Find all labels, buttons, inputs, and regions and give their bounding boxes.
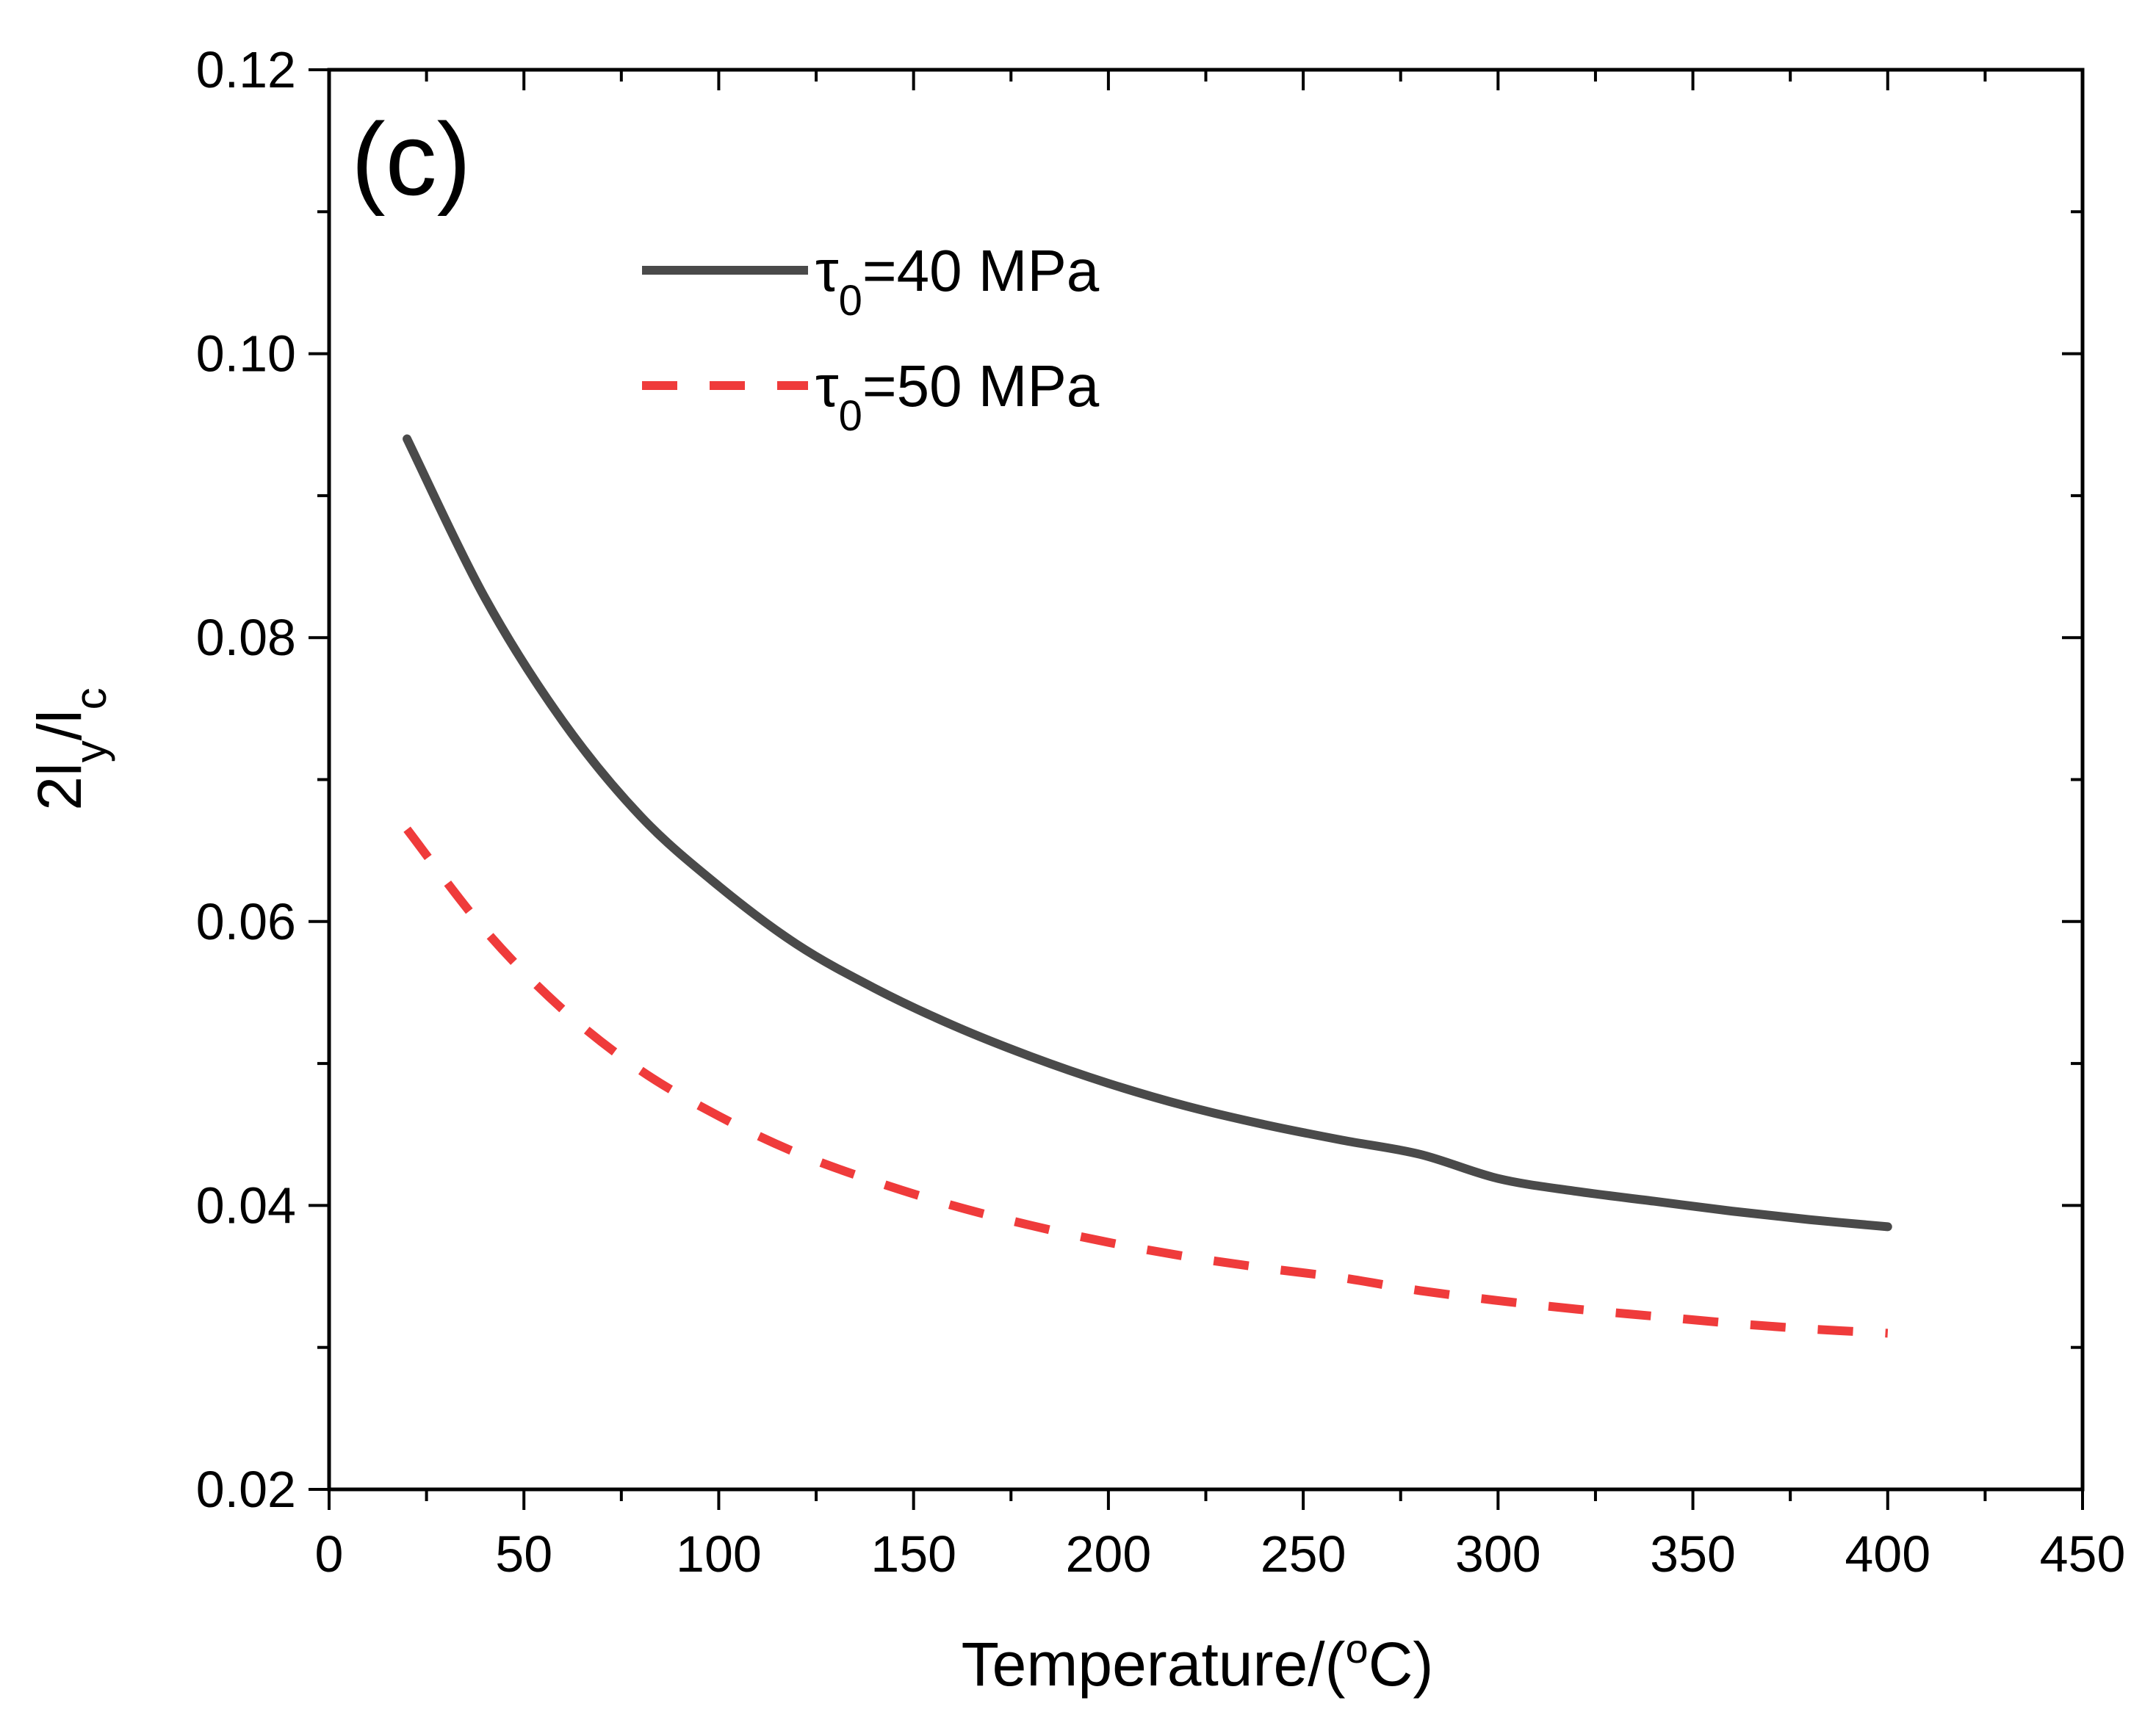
y-tick-label: 0.06 [196, 893, 296, 950]
x-tick-label: 300 [1455, 1525, 1541, 1583]
axis-ticks [309, 68, 2084, 1510]
x-tick-label: 100 [676, 1525, 762, 1583]
x-axis-title-sup: o [1346, 1625, 1369, 1672]
x-axis-title: Temperature/(oC) [962, 1625, 1434, 1699]
axis-tick-labels: 0 50 100 150 200 250 300 350 400 450 0.02 0.04 0.06 0… [196, 41, 2126, 1583]
x-tick-label: 450 [2040, 1525, 2126, 1583]
x-axis-title-post: C) [1369, 1630, 1434, 1699]
plot-frame [327, 68, 2085, 1492]
legend-tau50-sub: 0 [839, 392, 862, 440]
x-tick-label: 200 [1065, 1525, 1151, 1583]
series-layer [403, 434, 1892, 1338]
x-tick-label: 350 [1650, 1525, 1736, 1583]
series-line-tau40 [403, 434, 1892, 1232]
x-tick-label: 250 [1261, 1525, 1346, 1583]
y-axis-title-text: 2ly/lc [25, 687, 115, 810]
legend-tau40-symbol: τ [815, 238, 839, 303]
legend-label-tau40: τ0=40 MPa [815, 238, 1100, 325]
y-tick-label: 0.12 [196, 41, 296, 98]
y-axis-title-part-b: /l [25, 709, 94, 740]
y-tick-label: 0.10 [196, 325, 296, 383]
y-tick-label: 0.02 [196, 1461, 296, 1518]
series-line-tau50 [403, 826, 1889, 1338]
y-axis-title-sub2: c [66, 687, 115, 709]
y-axis-title-part-a: 2l [25, 762, 94, 810]
x-axis-title-pre: Temperature/( [962, 1630, 1346, 1699]
legend-tau40-rest: =40 MPa [862, 238, 1100, 303]
legend-tau50-rest: =50 MPa [862, 353, 1100, 419]
legend: τ0=40 MPa τ0=50 MPa [642, 238, 1100, 440]
legend-tau50-symbol: τ [815, 353, 839, 419]
legend-tau40-sub: 0 [839, 277, 862, 325]
y-axis-title: 2ly/lc [25, 687, 115, 810]
y-axis-title-sub1: y [66, 740, 115, 762]
panel-label: (c) [351, 101, 471, 217]
x-tick-label: 400 [1845, 1525, 1930, 1583]
legend-label-tau50: τ0=50 MPa [815, 353, 1100, 440]
x-tick-label: 50 [495, 1525, 552, 1583]
x-tick-label: 0 [315, 1525, 344, 1583]
y-tick-label: 0.04 [196, 1177, 296, 1234]
x-tick-label: 150 [870, 1525, 956, 1583]
y-tick-label: 0.08 [196, 609, 296, 666]
